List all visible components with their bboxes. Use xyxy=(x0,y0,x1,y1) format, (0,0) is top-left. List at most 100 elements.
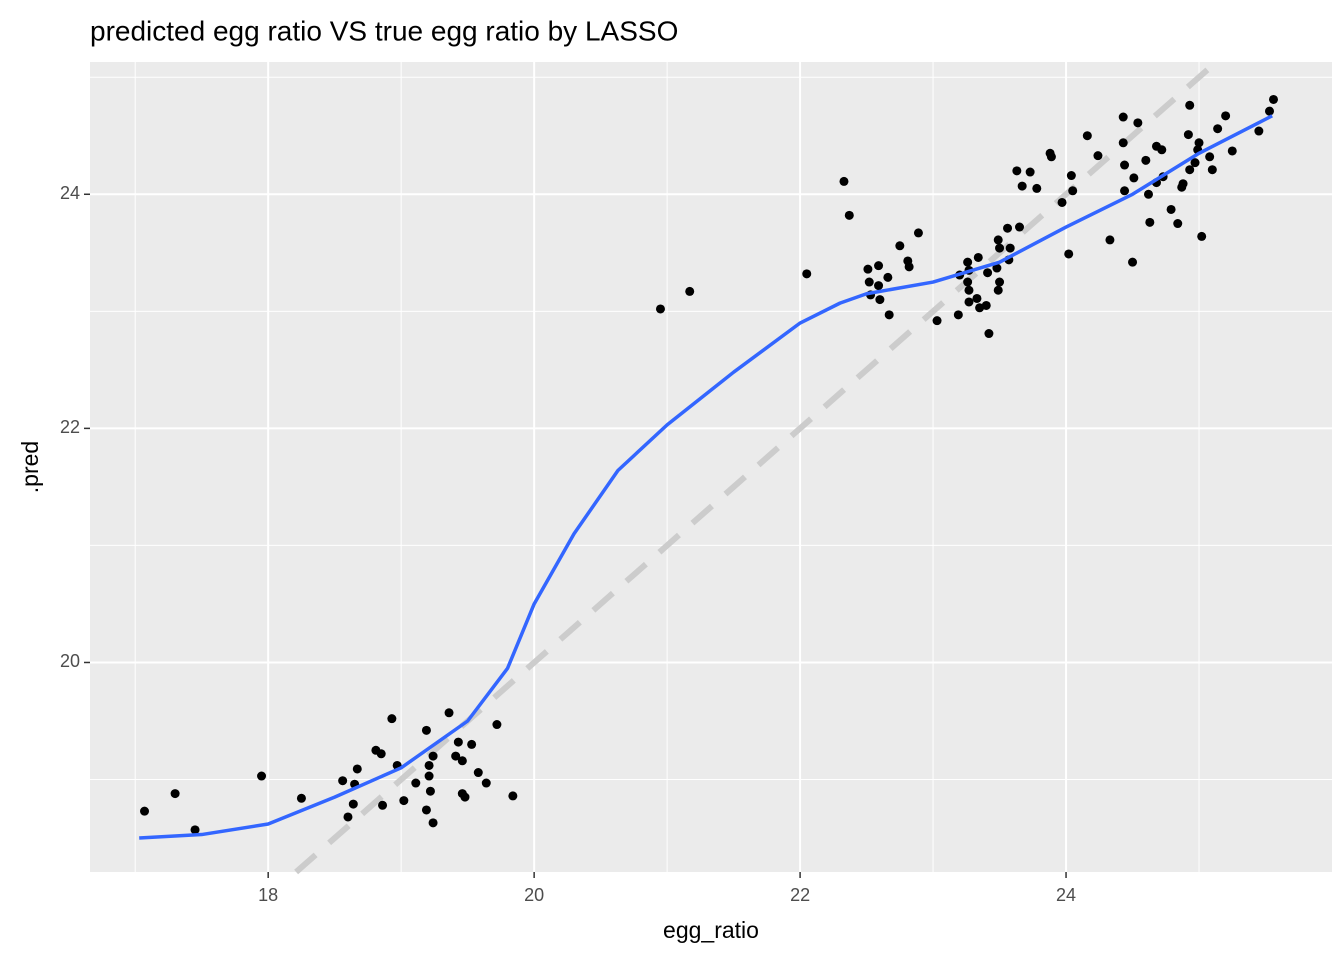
point xyxy=(190,825,200,835)
point xyxy=(972,293,982,303)
point xyxy=(1118,112,1128,122)
point xyxy=(1133,118,1143,128)
point xyxy=(1157,145,1167,155)
point xyxy=(1227,146,1237,156)
point xyxy=(995,243,1005,253)
point xyxy=(1166,204,1176,214)
point xyxy=(1082,131,1092,141)
point xyxy=(1205,152,1215,162)
point xyxy=(296,793,306,803)
x-tick-label: 20 xyxy=(524,885,544,905)
y-tick-label: 24 xyxy=(60,183,80,203)
point xyxy=(1105,235,1115,245)
point xyxy=(411,778,421,788)
point xyxy=(421,805,431,815)
reference-line xyxy=(294,59,1219,875)
point xyxy=(1003,223,1013,233)
point xyxy=(492,720,502,730)
point xyxy=(863,264,873,274)
point xyxy=(1265,106,1275,116)
point xyxy=(1254,126,1264,136)
point xyxy=(1145,217,1155,227)
point xyxy=(1129,173,1139,183)
panel xyxy=(90,62,1332,872)
x-tick-label: 22 xyxy=(790,885,810,905)
x-axis-title: egg_ratio xyxy=(663,917,759,943)
point xyxy=(1064,249,1074,259)
point xyxy=(875,295,885,305)
point xyxy=(428,818,438,828)
point xyxy=(993,285,1003,295)
point xyxy=(481,778,491,788)
point xyxy=(1015,222,1025,232)
point xyxy=(1141,155,1151,165)
point xyxy=(884,310,894,320)
point xyxy=(473,768,483,778)
point xyxy=(1066,171,1076,181)
point xyxy=(421,725,431,735)
point xyxy=(981,300,991,310)
point xyxy=(1032,183,1042,193)
point xyxy=(685,286,695,296)
point xyxy=(964,297,974,307)
point xyxy=(995,277,1005,287)
point xyxy=(964,285,974,295)
point xyxy=(467,739,477,749)
point xyxy=(1005,243,1015,253)
point xyxy=(1213,124,1223,134)
point xyxy=(1194,138,1204,148)
point xyxy=(895,241,905,251)
point xyxy=(1118,138,1128,148)
point xyxy=(883,272,893,282)
point xyxy=(1207,165,1217,175)
point xyxy=(399,796,409,806)
point xyxy=(1173,219,1183,229)
point xyxy=(874,281,884,291)
point xyxy=(802,269,812,279)
point xyxy=(1120,186,1130,196)
point xyxy=(1012,166,1022,176)
point xyxy=(655,304,665,314)
point xyxy=(428,751,438,761)
point xyxy=(993,235,1003,245)
point xyxy=(338,776,348,786)
point xyxy=(1093,151,1103,161)
y-axis-title: .pred xyxy=(17,441,43,493)
point xyxy=(1185,100,1195,110)
point xyxy=(839,176,849,186)
point xyxy=(1017,181,1027,191)
point xyxy=(460,792,470,802)
point xyxy=(984,329,994,339)
smooth-line xyxy=(139,114,1273,840)
point xyxy=(387,714,397,724)
chart-title: predicted egg ratio VS true egg ratio by… xyxy=(90,15,678,46)
point xyxy=(904,262,914,272)
point xyxy=(1025,167,1035,177)
x-tick-label: 24 xyxy=(1056,885,1076,905)
point xyxy=(864,277,874,287)
point xyxy=(874,261,884,271)
point xyxy=(508,791,518,801)
point xyxy=(932,316,942,326)
point xyxy=(844,210,854,220)
point xyxy=(1221,111,1231,121)
point xyxy=(1183,130,1193,140)
point xyxy=(140,806,150,816)
point xyxy=(973,252,983,262)
point xyxy=(1185,165,1195,175)
point xyxy=(963,277,973,287)
point xyxy=(1268,94,1278,104)
point xyxy=(170,789,180,799)
point xyxy=(444,708,454,718)
point xyxy=(424,760,434,770)
point xyxy=(378,800,388,810)
point xyxy=(1178,179,1188,189)
point xyxy=(953,310,963,320)
point xyxy=(457,756,467,766)
point xyxy=(913,228,923,238)
point xyxy=(963,257,973,267)
point xyxy=(352,764,362,774)
point xyxy=(376,749,386,759)
point xyxy=(425,786,435,796)
